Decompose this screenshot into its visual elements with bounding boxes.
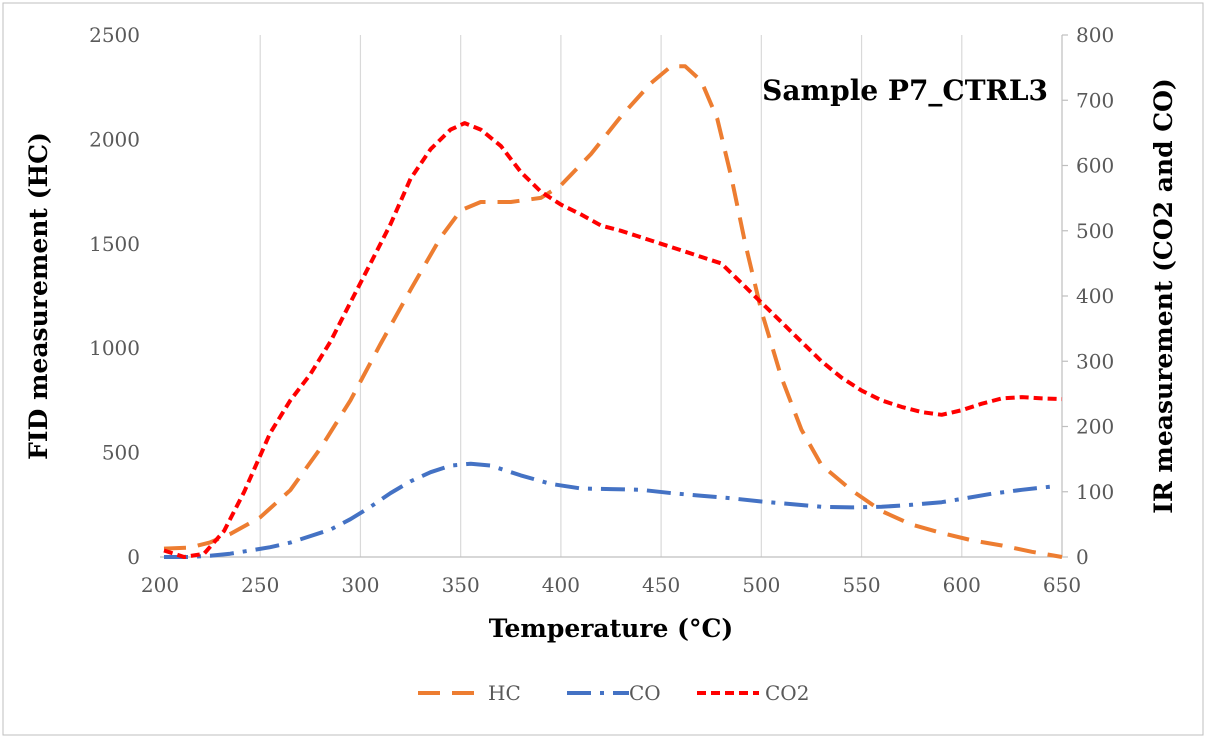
x-tick-label: 600: [943, 573, 981, 597]
x-tick-label: 650: [1043, 573, 1081, 597]
series-line-co: [164, 461, 1053, 559]
x-tick-label: 350: [442, 573, 480, 597]
axis-layer: 200 250 300 350 400 450 500 550 600 6500500100015…: [89, 23, 1114, 597]
y2-tick-label: 0: [1076, 545, 1089, 569]
y2-tick-label: 400: [1076, 284, 1114, 308]
y-tick-label: 0: [127, 545, 140, 569]
x-tick-label: 400: [542, 573, 580, 597]
legend-label-co2: CO2: [765, 681, 809, 705]
y2-tick-label: 100: [1076, 480, 1114, 504]
legend-label-hc: HC: [488, 681, 521, 705]
x-tick-label: 500: [742, 573, 780, 597]
y2-tick-label: 500: [1076, 219, 1114, 243]
y-tick-label: 1000: [89, 336, 140, 360]
y2-tick-label: 300: [1076, 349, 1114, 373]
x-tick-label: 450: [642, 573, 680, 597]
y-tick-label: 500: [102, 441, 140, 465]
grid-layer: [259, 35, 963, 557]
series-layer: [163, 64, 1063, 559]
y-axis-title: FID measurement (HC): [24, 132, 53, 460]
legend: HC CO CO2: [418, 681, 809, 705]
x-tick-label: 550: [842, 573, 880, 597]
label-layer: Sample P7_CTRL3 Temperature (°C) FID mea…: [24, 74, 1178, 643]
y2-tick-label: 200: [1076, 415, 1114, 439]
y-tick-label: 2000: [89, 127, 140, 151]
sample-annotation: Sample P7_CTRL3: [762, 74, 1048, 107]
x-axis-title: Temperature (°C): [489, 614, 733, 643]
x-tick-label: 300: [341, 573, 379, 597]
series-line-co2: [163, 121, 1063, 559]
y-tick-label: 1500: [89, 232, 140, 256]
legend-label-co: CO: [629, 681, 661, 705]
y2-axis-title: IR measurement (CO2 and CO): [1149, 78, 1178, 514]
x-tick-label: 250: [241, 573, 279, 597]
x-tick-label: 200: [141, 573, 179, 597]
y2-tick-label: 700: [1076, 88, 1114, 112]
y2-tick-label: 600: [1076, 154, 1114, 178]
y2-tick-label: 800: [1076, 23, 1114, 47]
y-tick-label: 2500: [89, 23, 140, 47]
